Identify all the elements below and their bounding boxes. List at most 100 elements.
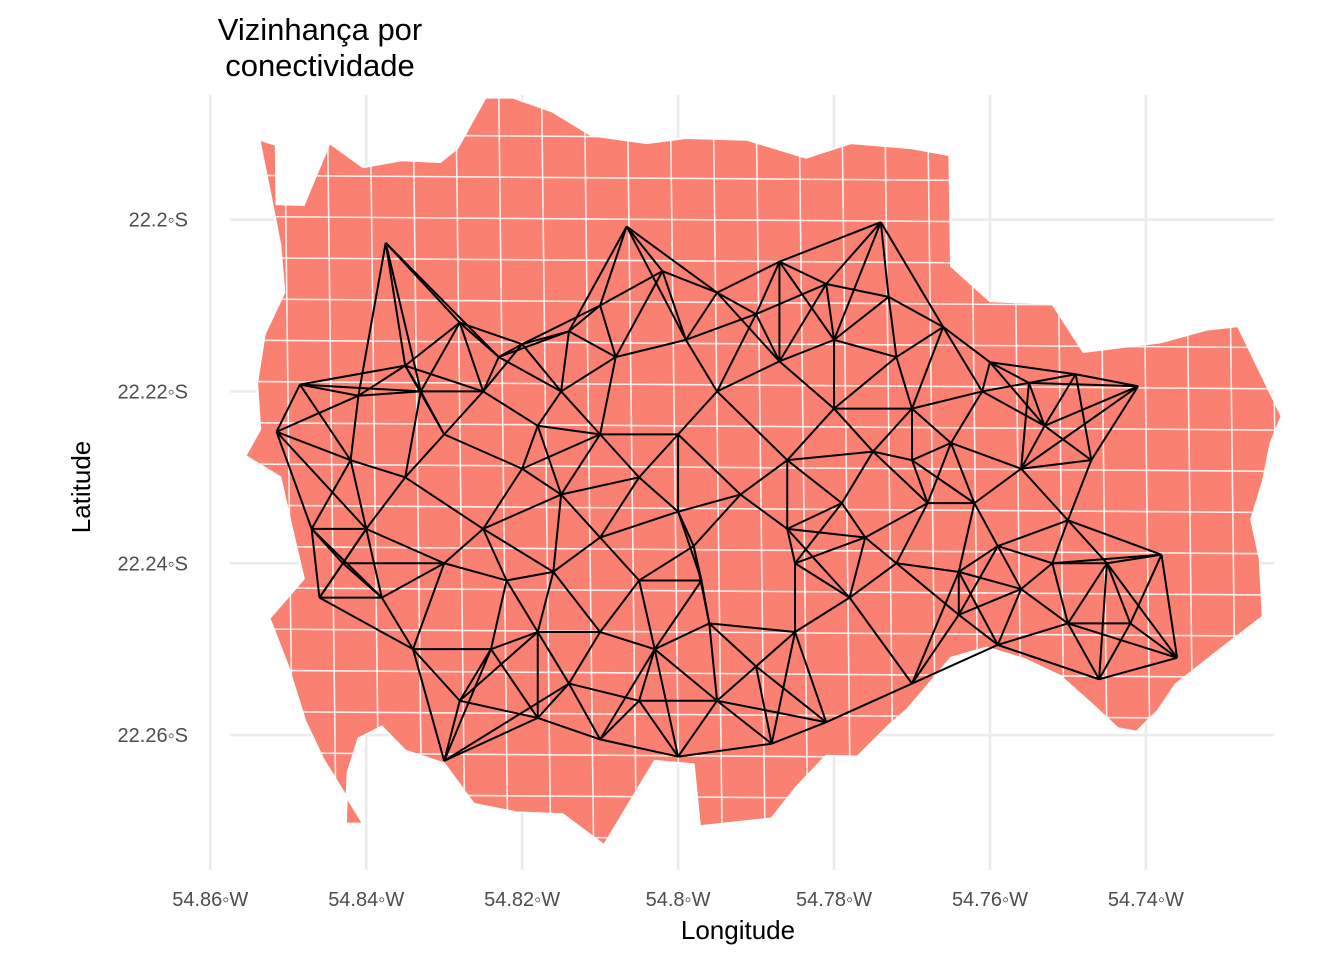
tract-border-h-42	[245, 833, 1281, 844]
neighbor-edge-120	[459, 699, 538, 719]
neighbor-edge-101	[848, 597, 913, 685]
neighbor-edge-284	[786, 459, 843, 504]
neighbor-edge-80	[1074, 374, 1093, 461]
neighbor-edge-265	[599, 631, 655, 651]
neighbor-edge-290	[1043, 373, 1077, 427]
neighbor-edge-215	[1020, 425, 1046, 470]
neighbor-edge-271	[700, 580, 711, 624]
chart-title-line-2: conectividade	[225, 48, 415, 83]
neighbor-edge-124	[443, 700, 461, 762]
neighbor-edge-168	[443, 433, 523, 470]
neighbor-edge-5	[625, 225, 664, 272]
neighbor-edge-87	[1098, 656, 1178, 681]
neighbor-edge-212	[973, 502, 999, 547]
neighbor-edge-162	[350, 459, 406, 479]
neighbor-edge-241	[786, 528, 797, 564]
neighbor-edge-28	[404, 321, 461, 367]
neighbor-edge-138	[443, 562, 507, 582]
neighbor-edge-22	[275, 431, 313, 530]
tract-border-v-8	[583, 97, 595, 846]
neighbor-edge-281	[864, 502, 929, 539]
neighbor-edge-270	[654, 648, 718, 702]
neighbor-edge-260	[521, 467, 562, 496]
neighbor-edge-202	[872, 450, 929, 504]
neighbor-edge-14	[833, 221, 882, 341]
neighbor-edge-171	[482, 390, 539, 427]
y-tick-label-0: 22.2◦S	[129, 210, 188, 232]
neighbor-edge-180	[638, 476, 679, 513]
tract-border-v-0	[245, 97, 252, 846]
neighbor-edge-239	[794, 596, 851, 633]
neighbor-edge-219	[1067, 519, 1108, 564]
neighbor-edge-255	[599, 579, 640, 633]
neighbor-edge-131	[490, 631, 539, 651]
neighbor-edge-37	[482, 343, 523, 393]
neighbor-edge-275	[716, 665, 757, 702]
neighbor-edge-119	[536, 682, 570, 719]
neighbor-edge-181	[638, 433, 679, 479]
neighbor-edge-11	[825, 221, 882, 285]
neighbor-edge-263	[521, 425, 539, 470]
neighbor-edge-49	[716, 291, 781, 363]
neighbor-edge-34	[419, 322, 461, 392]
y-axis-title: Latitude	[66, 441, 96, 534]
neighbor-edge-107	[716, 699, 773, 745]
neighbor-edge-111	[677, 700, 718, 758]
tract-border-v-24	[1269, 97, 1281, 846]
neighbor-edge-163	[404, 433, 445, 479]
neighbor-edge-58	[888, 296, 944, 328]
neighbor-edge-98	[911, 643, 999, 685]
neighbor-edge-209	[926, 442, 952, 504]
neighbor-edge-51	[755, 261, 781, 315]
neighbor-edge-256	[638, 580, 656, 650]
neighbor-edge-21	[276, 394, 359, 433]
neighbor-edge-69	[981, 381, 1030, 393]
neighbor-edge-57	[887, 296, 898, 358]
neighbor-edge-172	[536, 390, 562, 427]
neighbor-edge-283	[786, 502, 843, 530]
neighbor-edge-118	[599, 648, 656, 740]
neighbor-edge-207	[911, 442, 952, 462]
neighbor-edge-210	[950, 442, 976, 504]
neighbor-edge-223	[1067, 562, 1108, 624]
neighbor-edge-238	[794, 562, 851, 599]
x-tick-label-1: 54.84◦W	[328, 889, 404, 911]
neighbor-edge-19	[299, 383, 421, 393]
neighbor-edge-99	[911, 614, 960, 685]
neighbor-edge-68	[1028, 382, 1046, 427]
neighbor-edge-55	[826, 283, 889, 298]
neighbor-edge-88	[1067, 622, 1178, 659]
neighbor-edge-144	[381, 562, 445, 599]
tract-border-v-13	[798, 97, 810, 846]
neighbor-edge-1	[384, 242, 407, 366]
y-tick-label-2: 22.24◦S	[118, 553, 188, 575]
neighbor-edge-140	[443, 528, 484, 565]
neighbor-edge-38	[521, 343, 562, 393]
neighbor-edge-79	[1021, 459, 1092, 470]
neighbor-edge-301	[498, 330, 570, 358]
tract-border-v-11	[712, 97, 724, 846]
neighbor-edge-296	[997, 545, 1053, 565]
chart-title: Vizinhança por conectividade	[218, 12, 423, 83]
neighbor-edge-39	[568, 304, 601, 333]
tract-border-v-10	[669, 97, 681, 846]
tract-border-h-34	[245, 504, 1281, 514]
neighbor-edge-70	[1028, 373, 1076, 384]
neighbor-edge-108	[755, 666, 773, 744]
neighbor-edge-204	[911, 407, 952, 444]
neighbor-network	[275, 221, 1179, 762]
neighbor-edge-165	[404, 476, 484, 530]
map-region	[244, 96, 1283, 847]
neighbor-edge-143	[482, 493, 562, 530]
neighbor-edge-16	[299, 383, 359, 397]
neighbor-edge-100	[825, 682, 913, 724]
neighbor-edge-89	[1106, 562, 1178, 659]
neighbor-edge-78	[1066, 459, 1093, 521]
neighbor-edge-205	[895, 356, 913, 409]
x-axis-ticks: 54.86◦W 54.84◦W 54.82◦W 54.8◦W 54.78◦W 54.76◦…	[172, 889, 1184, 911]
neighbor-edge-264	[521, 433, 601, 470]
neighbor-edge-104	[755, 665, 827, 723]
neighbor-edge-257	[560, 493, 601, 539]
neighbor-edge-32	[459, 321, 523, 346]
